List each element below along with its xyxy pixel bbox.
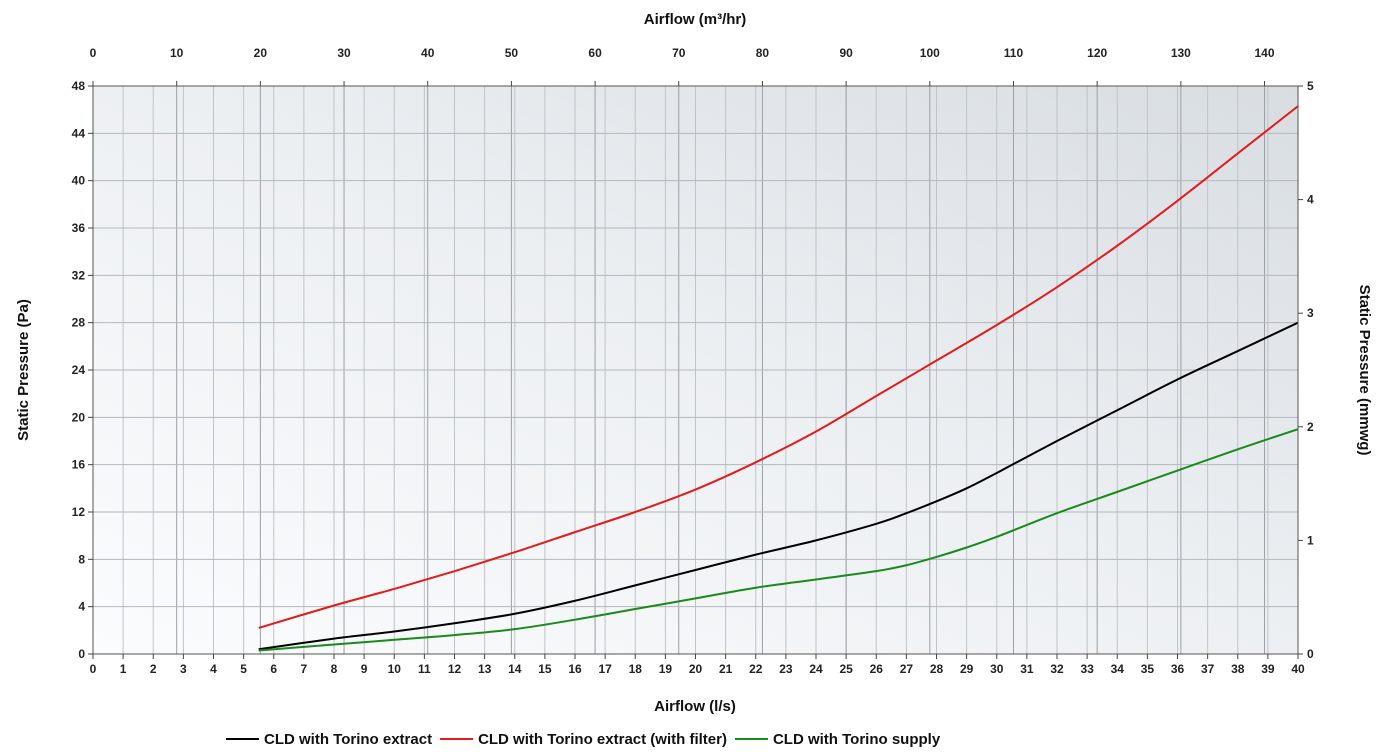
y-tick-label: 36 (72, 221, 86, 235)
x2-tick-label: 100 (920, 46, 940, 60)
legend-label-1: CLD with Torino extract (264, 731, 432, 748)
x-tick-label: 5 (240, 662, 247, 676)
x2-axis-title: Airflow (m³/hr) (644, 11, 747, 28)
x-tick-label: 20 (689, 662, 703, 676)
x2-tick-label: 70 (672, 46, 686, 60)
y-tick-label: 24 (72, 363, 86, 377)
y-tick-label: 48 (72, 79, 86, 93)
x-tick-label: 2 (150, 662, 157, 676)
x2-tick-label: 120 (1087, 46, 1107, 60)
x-tick-label: 32 (1050, 662, 1064, 676)
x-tick-label: 4 (210, 662, 217, 676)
x-tick-label: 17 (598, 662, 612, 676)
x-tick-label: 1 (120, 662, 127, 676)
legend-label-3: CLD with Torino supply (773, 731, 941, 748)
x-tick-label: 19 (659, 662, 673, 676)
x2-tick-label: 40 (421, 46, 435, 60)
y-axis-title: Static Pressure (Pa) (15, 299, 32, 441)
legend-label-2: CLD with Torino extract (with filter) (478, 731, 727, 748)
x-tick-label: 18 (629, 662, 643, 676)
x-tick-label: 36 (1171, 662, 1185, 676)
y2-tick-label: 3 (1307, 306, 1314, 320)
x-tick-label: 0 (90, 662, 97, 676)
x-tick-label: 33 (1080, 662, 1094, 676)
x-tick-label: 27 (900, 662, 914, 676)
x-tick-label: 3 (180, 662, 187, 676)
series-line-1 (258, 321, 1298, 651)
x-tick-label: 34 (1111, 662, 1125, 676)
x-tick-label: 30 (990, 662, 1004, 676)
y-tick-label: 12 (72, 505, 86, 519)
series-group (258, 105, 1298, 652)
x-tick-label: 12 (448, 662, 462, 676)
x2-tick-label: 130 (1171, 46, 1191, 60)
x-tick-label: 38 (1231, 662, 1245, 676)
y-tick-label: 0 (78, 647, 85, 661)
x-tick-label: 6 (270, 662, 277, 676)
x-tick-label: 24 (809, 662, 823, 676)
tick-labels: 0 1 2 3 4 5 6 7 8 9 10 11 12 13 14 15 16 17 18 19 20 21 22 23 24… (72, 46, 1314, 676)
x-tick-label: 35 (1141, 662, 1155, 676)
x-tick-label: 8 (331, 662, 338, 676)
y2-tick-label: 1 (1307, 533, 1314, 547)
y2-tick-label: 0 (1307, 647, 1314, 661)
x2-tick-label: 110 (1004, 46, 1024, 60)
series-line-3 (258, 428, 1298, 652)
x-tick-label: 9 (361, 662, 368, 676)
x-tick-label: 10 (388, 662, 402, 676)
x-tick-label: 23 (779, 662, 793, 676)
y-tick-label: 32 (72, 268, 86, 282)
y2-tick-label: 2 (1307, 420, 1314, 434)
x-tick-label: 16 (568, 662, 582, 676)
x2-tick-label: 140 (1255, 46, 1275, 60)
x-tick-label: 40 (1291, 662, 1305, 676)
y-tick-label: 20 (72, 410, 86, 424)
x2-tick-label: 0 (90, 46, 97, 60)
y-tick-label: 4 (78, 600, 85, 614)
x-tick-label: 21 (719, 662, 733, 676)
x-tick-label: 7 (301, 662, 308, 676)
grid (92, 85, 1299, 655)
x-tick-label: 31 (1020, 662, 1034, 676)
x-axis-title: Airflow (l/s) (654, 698, 736, 715)
y-tick-label: 44 (72, 126, 86, 140)
x-tick-label: 22 (749, 662, 763, 676)
x2-tick-label: 30 (337, 46, 351, 60)
x2-tick-label: 60 (588, 46, 602, 60)
x2-tick-label: 90 (839, 46, 853, 60)
x2-tick-label: 50 (505, 46, 519, 60)
x2-tick-label: 80 (756, 46, 770, 60)
y-tick-label: 28 (72, 316, 86, 330)
y2-tick-label: 4 (1307, 193, 1314, 207)
y-tick-label: 40 (72, 174, 86, 188)
x-tick-label: 28 (930, 662, 944, 676)
series-line-2 (258, 105, 1298, 629)
x2-tick-label: 20 (254, 46, 268, 60)
y-tick-label: 16 (72, 458, 86, 472)
x-tick-label: 15 (538, 662, 552, 676)
x-tick-label: 13 (478, 662, 492, 676)
x-tick-label: 29 (960, 662, 974, 676)
y2-axis-title: Static Pressure (mmwg) (1356, 285, 1373, 456)
y2-tick-label: 5 (1307, 79, 1314, 93)
x-tick-label: 37 (1201, 662, 1215, 676)
x-tick-label: 26 (870, 662, 884, 676)
x-tick-label: 14 (508, 662, 522, 676)
x-tick-label: 11 (418, 662, 431, 676)
x2-tick-label: 10 (170, 46, 184, 60)
x-tick-label: 25 (839, 662, 853, 676)
legend: CLD with Torino extract CLD with Torino e… (226, 731, 941, 748)
y-tick-label: 8 (78, 552, 85, 566)
x-tick-label: 39 (1261, 662, 1275, 676)
